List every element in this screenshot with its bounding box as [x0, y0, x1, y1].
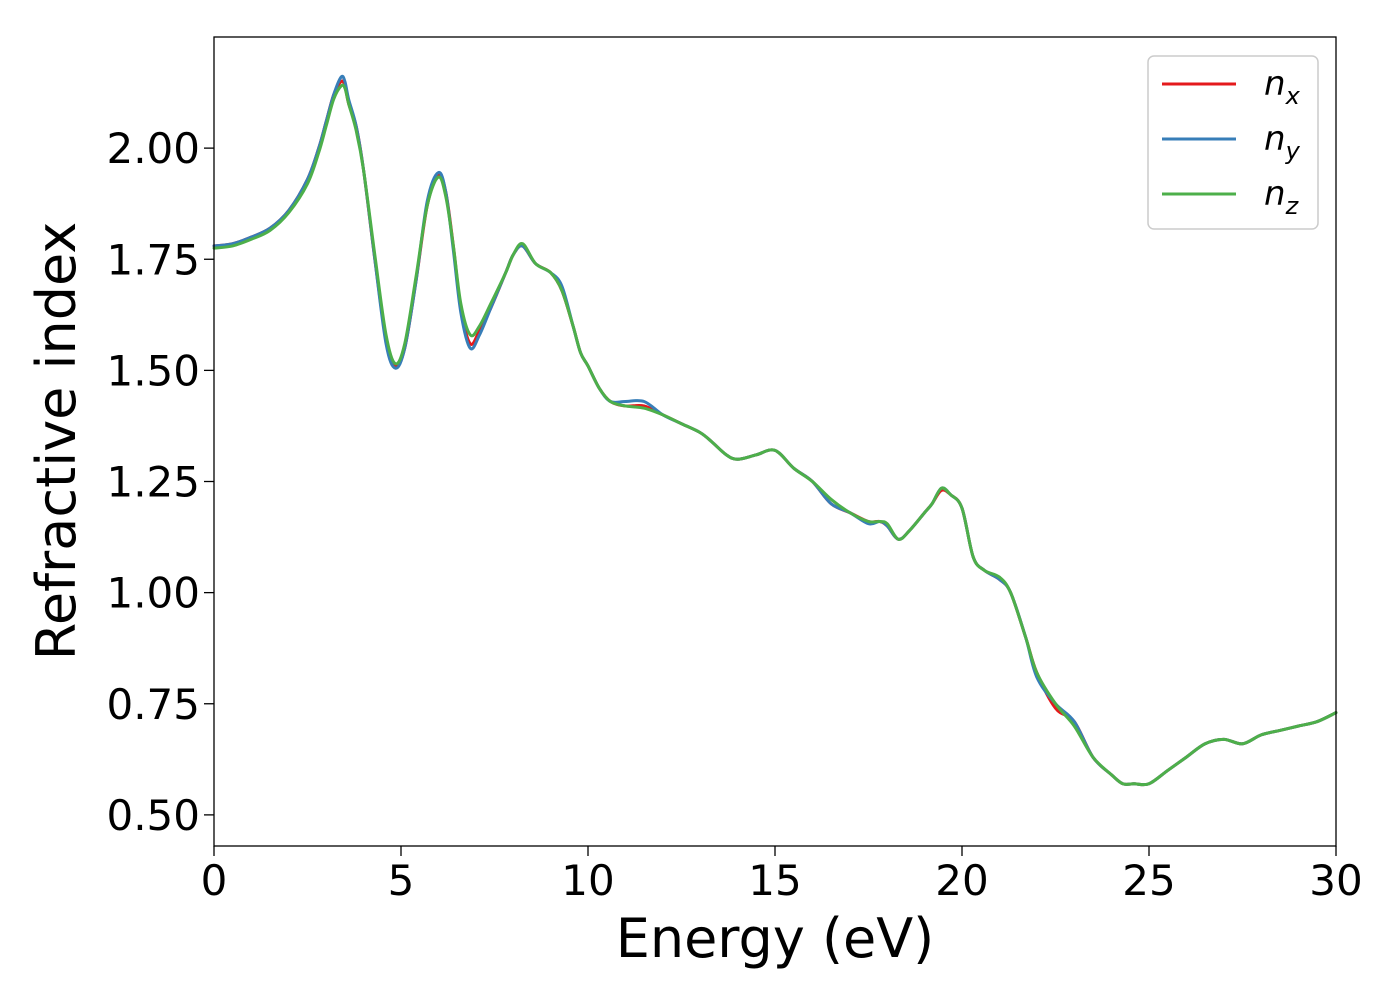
y-tick-label: 1.25: [106, 458, 200, 507]
x-tick-label: 15: [748, 856, 801, 905]
x-tick-label: 30: [1309, 856, 1362, 905]
legend-box: [1147, 55, 1319, 230]
series-line-nz: [212, 83, 1338, 787]
y-axis: 0.50 0.75 1.00 1.25 1.50 1.75 2.00: [106, 124, 214, 840]
x-axis: 0 5 10 15 20 25 30: [201, 846, 1363, 905]
x-tick-label: 0: [201, 856, 228, 905]
x-tick-label: 5: [388, 856, 415, 905]
x-axis-title: Energy (eV): [616, 907, 935, 970]
y-tick-label: 1.75: [106, 235, 200, 284]
x-tick-label: 10: [561, 856, 614, 905]
y-axis-title: Refractive index: [25, 222, 88, 661]
x-tick-label: 20: [935, 856, 988, 905]
y-tick-label: 1.50: [106, 346, 200, 395]
y-tick-label: 0.50: [106, 791, 200, 840]
y-tick-label: 1.00: [106, 569, 200, 618]
y-tick-label: 0.75: [106, 680, 200, 729]
x-tick-label: 25: [1122, 856, 1175, 905]
series-layer: [212, 74, 1338, 787]
y-tick-label: 2.00: [106, 124, 200, 173]
